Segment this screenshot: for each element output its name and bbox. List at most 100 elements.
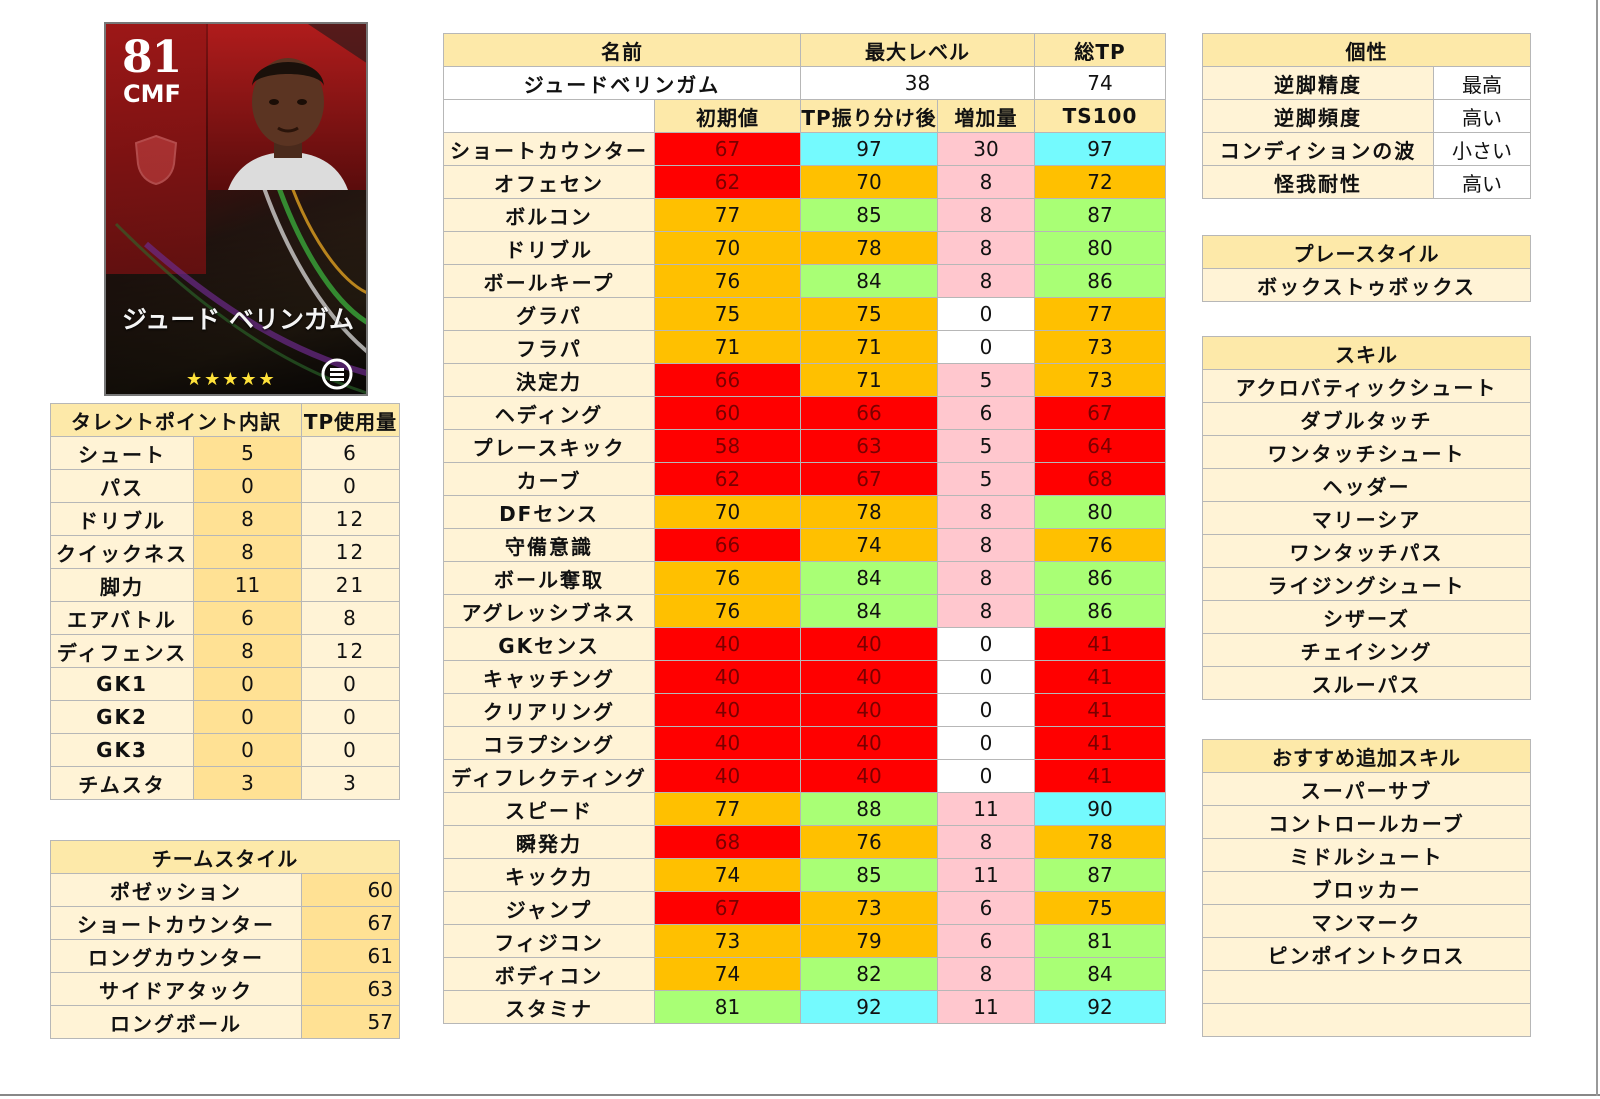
table-row: 脚力 11 21 [50, 568, 400, 602]
stat-value: 76 [654, 264, 801, 298]
tp-label: シュート [50, 436, 194, 470]
tp-points: 5 [193, 436, 302, 470]
stat-value: 63 [800, 429, 938, 463]
stat-value: 40 [800, 627, 938, 661]
stat-value: 90 [1034, 792, 1166, 826]
tp-used: 21 [301, 568, 400, 602]
stat-value: 40 [800, 759, 938, 793]
stat-value: 77 [654, 792, 801, 826]
stat-value: 40 [800, 693, 938, 727]
stat-value: 84 [1034, 957, 1166, 991]
recommended-skill-item: ピンポイントクロス [1202, 937, 1531, 971]
trait-value: 最高 [1433, 66, 1531, 100]
stat-value: 40 [800, 726, 938, 760]
trait-value: 高い [1433, 165, 1531, 199]
table-row: ショートカウンター 67 97 30 97 [443, 132, 1166, 166]
stat-value: 66 [800, 396, 938, 430]
team-style-header: チームスタイル [50, 840, 400, 874]
tp-label: エアバトル [50, 601, 194, 635]
stat-value: 74 [654, 858, 801, 892]
star-rating: ★★★★★ [186, 369, 277, 390]
recommended-skill-item: ブロッカー [1202, 871, 1531, 905]
trait-label: 逆脚精度 [1202, 66, 1434, 100]
stat-label: オフェセン [443, 165, 655, 199]
table-row: ディフレクティング 40 40 0 41 [443, 759, 1166, 793]
play-style-table: プレースタイル ボックストゥボックス [1202, 235, 1531, 302]
table-row: チムスタ 3 3 [50, 766, 400, 800]
stat-value: 62 [654, 462, 801, 496]
table-row: GKセンス 40 40 0 41 [443, 627, 1166, 661]
list-item: ライジングシュート [1202, 567, 1531, 601]
tp-used: 8 [301, 601, 400, 635]
stat-value: 80 [1034, 231, 1166, 265]
stat-label: キャッチング [443, 660, 655, 694]
tp-used: 6 [301, 436, 400, 470]
tp-points: 6 [193, 601, 302, 635]
stat-value: 81 [1034, 924, 1166, 958]
stat-value: 41 [1034, 660, 1166, 694]
stat-value: 41 [1034, 693, 1166, 727]
stat-value: 77 [654, 198, 801, 232]
recommended-skills-header: おすすめ追加スキル [1202, 739, 1531, 773]
recommended-skill-item [1202, 970, 1531, 1004]
table-row: スピード 77 88 11 90 [443, 792, 1166, 826]
list-item: ピンポイントクロス [1202, 937, 1531, 971]
tp-used: 12 [301, 535, 400, 569]
stat-value: 76 [800, 825, 938, 859]
max-level-value: 38 [800, 66, 1035, 100]
stat-value: 0 [937, 330, 1035, 364]
stat-value: 40 [654, 627, 801, 661]
tp-points: 3 [193, 766, 302, 800]
table-row: ドリブル 70 78 8 80 [443, 231, 1166, 265]
stat-label: プレースキック [443, 429, 655, 463]
table-row: ボール奪取 76 84 8 86 [443, 561, 1166, 595]
stat-label: ショートカウンター [443, 132, 655, 166]
trait-label: コンディションの波 [1202, 132, 1434, 166]
player-stats-table: 名前 最大レベル 総TP ジュードベリンガム 38 74 初期値 TP振り分け後… [443, 33, 1166, 1024]
stat-value: 75 [1034, 891, 1166, 925]
skill-item: スルーパス [1202, 666, 1531, 700]
tp-points: 0 [193, 700, 302, 734]
stat-value: 74 [654, 957, 801, 991]
stat-label: ボルコン [443, 198, 655, 232]
tp-points: 8 [193, 634, 302, 668]
stat-value: 84 [800, 594, 938, 628]
table-row: フラパ 71 71 0 73 [443, 330, 1166, 364]
after-tp-header: TP振り分け後 [800, 99, 938, 133]
tp-label: チムスタ [50, 766, 194, 800]
stat-value: 40 [654, 660, 801, 694]
stat-value: 76 [1034, 528, 1166, 562]
stat-value: 84 [800, 561, 938, 595]
tp-used: 0 [301, 469, 400, 503]
stat-value: 73 [654, 924, 801, 958]
talent-points-header: タレントポイント内訳 [50, 403, 302, 437]
stat-value: 86 [1034, 264, 1166, 298]
tp-used: 0 [301, 733, 400, 767]
stat-label: ジャンプ [443, 891, 655, 925]
stat-value: 40 [654, 726, 801, 760]
tp-label: ドリブル [50, 502, 194, 536]
stat-value: 67 [800, 462, 938, 496]
table-row: 瞬発力 68 76 8 78 [443, 825, 1166, 859]
player-name-value: ジュードベリンガム [443, 66, 801, 100]
stat-value: 67 [1034, 396, 1166, 430]
stat-label: ディフレクティング [443, 759, 655, 793]
table-row: キック力 74 85 11 87 [443, 858, 1166, 892]
stat-value: 88 [800, 792, 938, 826]
card-rating: 81 [122, 32, 182, 83]
stat-value: 70 [654, 231, 801, 265]
list-item: ミドルシュート [1202, 838, 1531, 872]
table-row: GK3 0 0 [50, 733, 400, 767]
trait-value: 高い [1433, 99, 1531, 133]
stat-value: 5 [937, 429, 1035, 463]
list-item: アクロバティックシュート [1202, 369, 1531, 403]
team-style-label: ポゼッション [50, 873, 302, 907]
tp-used: 3 [301, 766, 400, 800]
stat-value: 92 [1034, 990, 1166, 1024]
table-row: クイックネス 8 12 [50, 535, 400, 569]
stat-value: 68 [1034, 462, 1166, 496]
recommended-skill-item: スーパーサブ [1202, 772, 1531, 806]
stat-value: 78 [800, 495, 938, 529]
player-card: 81 CMF ジュード ベリンガム ★★★★★ [104, 22, 368, 396]
bottom-border-line [0, 1094, 1600, 1096]
